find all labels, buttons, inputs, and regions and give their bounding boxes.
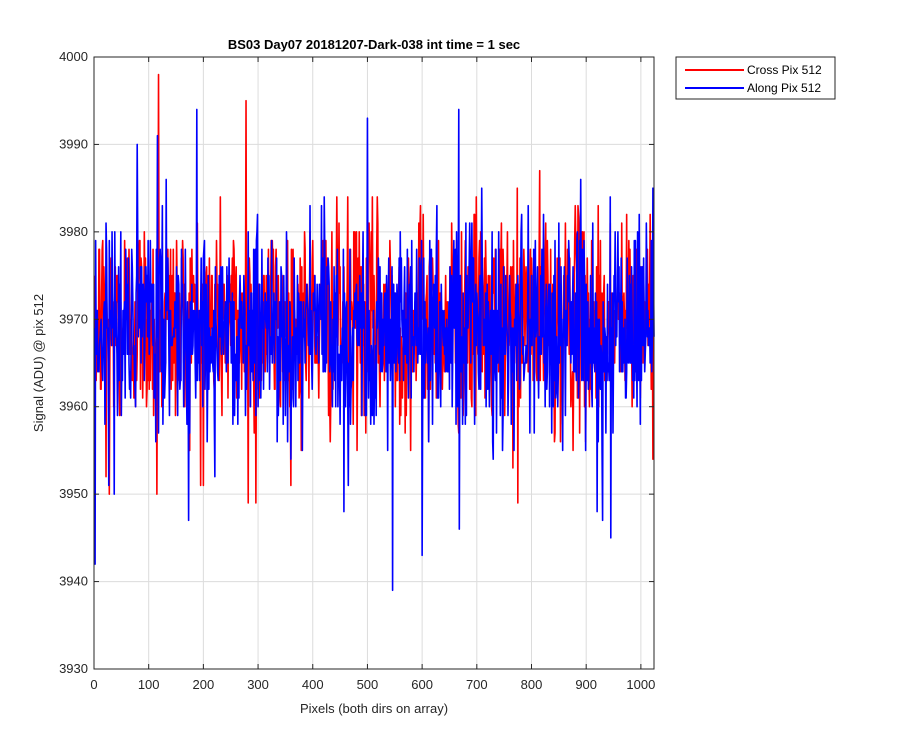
legend-box bbox=[675, 56, 836, 100]
series-line-along-pix-512 bbox=[93, 108, 655, 592]
x-tick-label: 600 bbox=[411, 677, 433, 692]
x-tick-label: 900 bbox=[575, 677, 597, 692]
x-tick-label: 400 bbox=[302, 677, 324, 692]
x-tick-label: 100 bbox=[138, 677, 160, 692]
x-tick-label: 700 bbox=[466, 677, 488, 692]
y-tick-label: 3990 bbox=[59, 136, 88, 151]
x-tick-label: 1000 bbox=[626, 677, 655, 692]
x-tick-label: 0 bbox=[90, 677, 97, 692]
legend[interactable]: Cross Pix 512 Along Pix 512 bbox=[675, 56, 836, 100]
legend-label-along: Along Pix 512 bbox=[747, 81, 821, 95]
legend-label-cross: Cross Pix 512 bbox=[747, 63, 822, 77]
plot-box bbox=[93, 56, 655, 670]
y-axis-title: Signal (ADU) @ pix 512 bbox=[31, 294, 46, 432]
axis-ticks: 0 100 200 300 400 500 600 700 800 900 1000 3930 3940… bbox=[59, 49, 655, 692]
y-tick-label: 3940 bbox=[59, 574, 88, 589]
series-layer bbox=[93, 73, 655, 592]
x-tick-label: 300 bbox=[247, 677, 269, 692]
chart-title: BS03 Day07 20181207-Dark-038 int time = … bbox=[228, 37, 520, 52]
y-tick-label: 3930 bbox=[59, 661, 88, 676]
y-tick-label: 3950 bbox=[59, 486, 88, 501]
x-tick-label: 500 bbox=[357, 677, 379, 692]
y-tick-label: 3970 bbox=[59, 311, 88, 326]
x-axis-title: Pixels (both dirs on array) bbox=[300, 701, 448, 716]
y-tick-label: 4000 bbox=[59, 49, 88, 64]
y-tick-label: 3980 bbox=[59, 224, 88, 239]
x-tick-label: 200 bbox=[193, 677, 215, 692]
y-tick-label: 3960 bbox=[59, 399, 88, 414]
x-tick-label: 800 bbox=[521, 677, 543, 692]
